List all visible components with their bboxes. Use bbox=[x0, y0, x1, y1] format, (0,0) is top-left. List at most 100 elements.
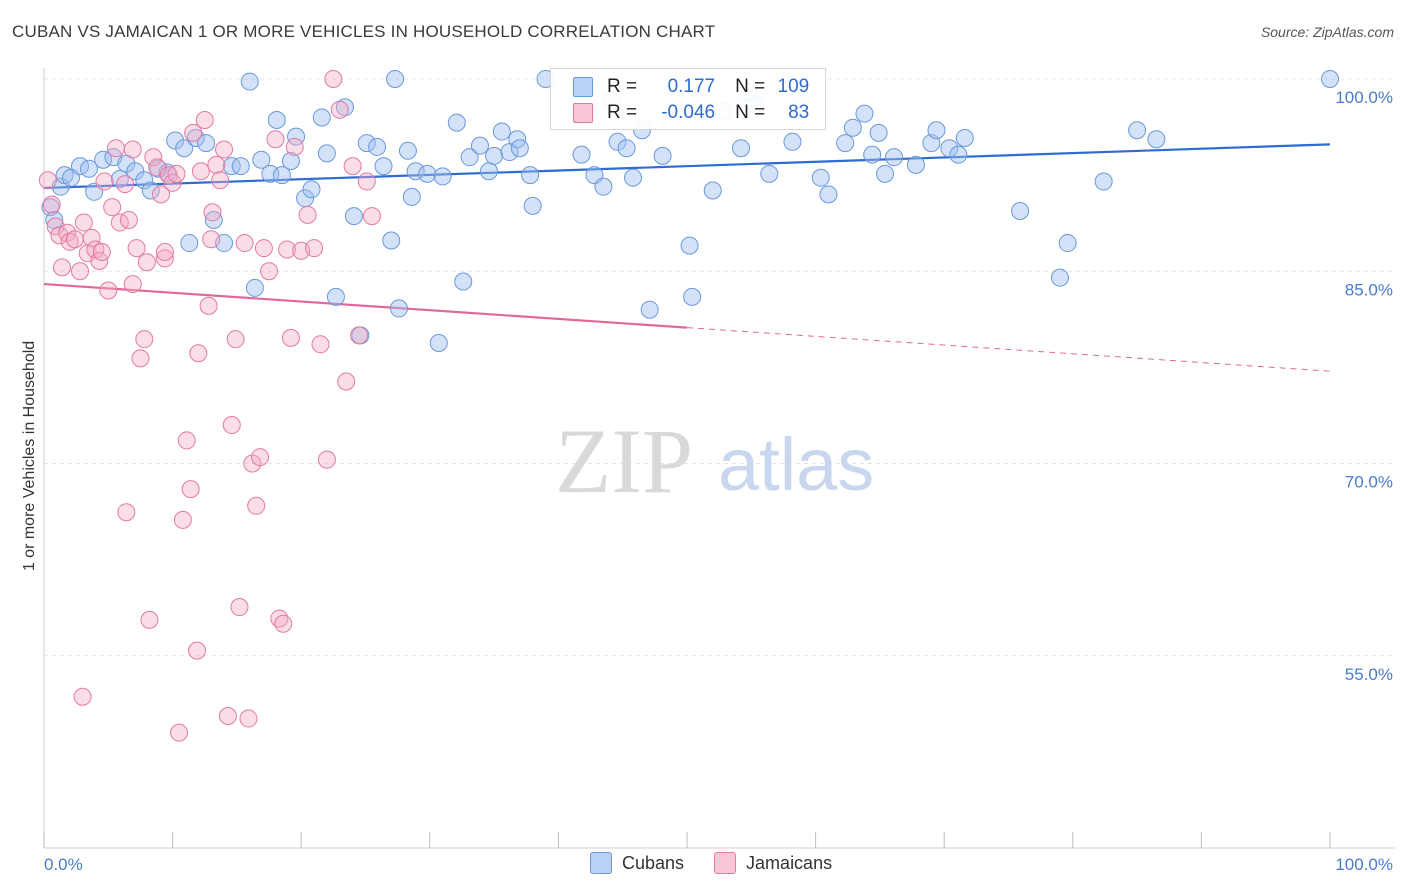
jamaicans-point bbox=[137, 253, 156, 272]
y-tick-labels: 100.0% 85.0% 70.0% 55.0% bbox=[1335, 88, 1393, 684]
cubans-point bbox=[374, 157, 393, 176]
cubans-point bbox=[368, 137, 387, 156]
jamaicans-point bbox=[119, 210, 138, 229]
jamaicans-point bbox=[173, 510, 192, 529]
jamaicans-point bbox=[357, 172, 376, 191]
data-points bbox=[38, 70, 1339, 742]
jamaicans-point bbox=[343, 157, 362, 176]
cubans-point bbox=[110, 169, 129, 188]
jamaicans-point bbox=[163, 173, 182, 192]
cubans-point bbox=[485, 146, 504, 165]
jamaicans-point bbox=[155, 243, 174, 262]
cubans-point bbox=[703, 181, 722, 200]
cubans-point bbox=[175, 139, 194, 158]
jamaicans-point bbox=[215, 140, 234, 159]
jamaicans-swatch bbox=[714, 852, 737, 874]
jamaicans-point bbox=[65, 230, 84, 249]
jamaicans-point bbox=[189, 344, 208, 363]
cubans-point bbox=[389, 299, 408, 318]
cubans-point bbox=[876, 164, 895, 183]
legend-r-label: R = bbox=[607, 102, 638, 123]
cubans-point bbox=[231, 157, 250, 176]
jamaicans-point bbox=[305, 239, 324, 258]
jamaicans-point bbox=[73, 687, 92, 706]
cubans-point bbox=[1128, 121, 1147, 140]
cubans-point bbox=[429, 334, 448, 353]
cubans-point bbox=[949, 145, 968, 164]
jamaicans-point bbox=[350, 326, 369, 345]
cubans-point bbox=[855, 104, 874, 123]
cubans-point bbox=[843, 118, 862, 137]
cubans-point bbox=[141, 181, 160, 200]
jamaicans-point bbox=[278, 240, 297, 259]
legend-n-value: 83 bbox=[788, 102, 810, 123]
jamaicans-point bbox=[191, 162, 210, 181]
jamaicans-point bbox=[222, 416, 241, 435]
cubans-swatch bbox=[590, 852, 612, 874]
cubans-point bbox=[783, 132, 802, 151]
cubans-point bbox=[261, 164, 280, 183]
jamaicans-point bbox=[330, 100, 349, 119]
jamaicans-point bbox=[135, 330, 154, 349]
cubans-point bbox=[1050, 268, 1069, 287]
cubans-point bbox=[521, 166, 540, 185]
jamaicans-point bbox=[317, 450, 336, 469]
jamaicans-point bbox=[235, 234, 254, 253]
jamaicans-point bbox=[127, 239, 146, 258]
cubans-point bbox=[608, 132, 627, 151]
cubans-point bbox=[166, 131, 185, 150]
jamaicans-point bbox=[188, 641, 207, 660]
cubans-point bbox=[272, 166, 291, 185]
jamaicans-point bbox=[74, 213, 93, 232]
legend-item-cubans: Cubans bbox=[590, 852, 684, 874]
jamaicans-point bbox=[123, 275, 142, 294]
jamaicans-point bbox=[144, 148, 163, 167]
legend-r-label: R = bbox=[607, 76, 638, 97]
jamaicans-point bbox=[140, 610, 159, 629]
cubans-point bbox=[1094, 172, 1113, 191]
jamaicans-point bbox=[184, 123, 203, 142]
source-label: Source: ZipAtlas.com bbox=[1260, 24, 1394, 40]
cubans-point bbox=[186, 128, 205, 147]
jamaicans-point bbox=[207, 155, 226, 174]
jamaicans-point bbox=[254, 239, 273, 258]
y-tick-label: 70.0% bbox=[1345, 473, 1393, 492]
legend-swatch-jamaicans bbox=[573, 103, 593, 123]
cubans-point bbox=[594, 177, 613, 196]
cubans-point bbox=[819, 185, 838, 204]
cubans-point bbox=[640, 300, 659, 319]
jamaicans-point bbox=[177, 431, 196, 450]
jamaicans-point bbox=[46, 217, 65, 236]
cubans-point bbox=[180, 234, 199, 253]
jamaicans-point bbox=[266, 130, 285, 149]
cubans-point bbox=[653, 146, 672, 165]
jamaicans-point bbox=[82, 228, 101, 247]
cubans-point bbox=[357, 134, 376, 153]
jamaicans-point bbox=[337, 372, 356, 391]
watermark-atlas: atlas bbox=[718, 423, 874, 506]
jamaicans-point bbox=[226, 330, 245, 349]
cubans-point bbox=[470, 136, 489, 155]
jamaicans-trend-extension bbox=[686, 327, 1331, 372]
jamaicans-point bbox=[311, 335, 330, 354]
jamaicans-point bbox=[38, 171, 57, 190]
cubans-label: Cubans bbox=[622, 852, 685, 873]
jamaicans-point bbox=[218, 706, 237, 725]
jamaicans-point bbox=[285, 137, 304, 156]
jamaicans-point bbox=[170, 723, 189, 742]
jamaicans-point bbox=[281, 328, 300, 347]
jamaicans-point bbox=[53, 258, 72, 277]
jamaicans-point bbox=[251, 448, 270, 467]
cubans-point bbox=[927, 121, 946, 140]
cubans-point bbox=[335, 98, 354, 117]
jamaicans-point bbox=[107, 139, 126, 158]
legend-r-value: 0.177 bbox=[667, 76, 716, 97]
cubans-point bbox=[312, 108, 331, 127]
chart-title: CUBAN VS JAMAICAN 1 OR MORE VEHICLES IN … bbox=[12, 22, 716, 41]
cubans-point bbox=[252, 150, 271, 169]
cubans-point bbox=[523, 196, 542, 215]
cubans-point bbox=[760, 164, 779, 183]
x-tick-label: 0.0% bbox=[44, 855, 83, 874]
series-legend: Cubans Jamaicans bbox=[590, 852, 862, 874]
